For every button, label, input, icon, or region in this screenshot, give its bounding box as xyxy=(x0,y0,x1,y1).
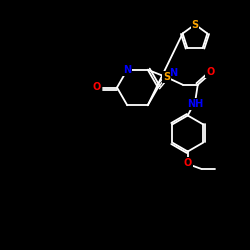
Text: S: S xyxy=(192,20,198,30)
Text: O: O xyxy=(184,158,192,168)
Text: NH: NH xyxy=(187,99,204,109)
Text: N: N xyxy=(169,68,177,78)
Text: S: S xyxy=(163,72,170,82)
Text: O: O xyxy=(92,82,101,92)
Text: N: N xyxy=(123,65,131,75)
Text: O: O xyxy=(206,67,214,77)
